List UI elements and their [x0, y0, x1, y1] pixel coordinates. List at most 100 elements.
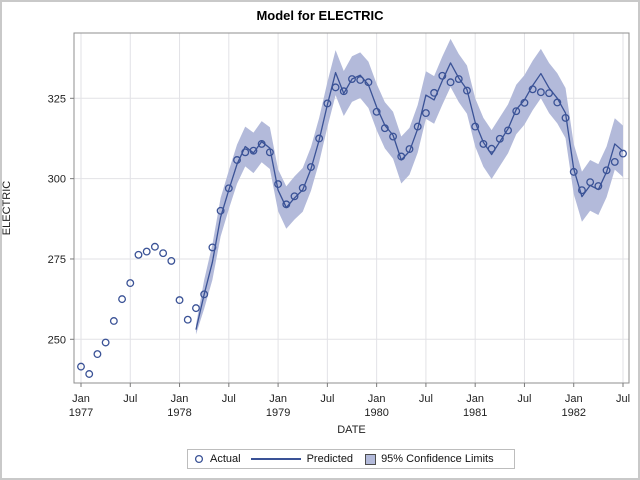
x-tick-label: Jan	[72, 393, 90, 405]
x-tick-label: Jan	[269, 393, 287, 405]
actual-data-point	[528, 85, 537, 94]
actual-data-point	[380, 124, 389, 133]
actual-data-point	[306, 163, 315, 172]
actual-data-point	[142, 247, 151, 256]
actual-data-point	[233, 156, 241, 164]
confidence-band	[195, 38, 623, 335]
actual-data-point	[331, 83, 340, 92]
x-tick-label: Jan	[368, 393, 386, 405]
x-tick-year-label: 1979	[266, 407, 290, 419]
actual-data-point	[372, 107, 381, 116]
actual-data-point	[159, 249, 168, 258]
actual-data-point	[257, 139, 266, 148]
actual-data-point	[249, 146, 258, 155]
actual-data-point	[397, 152, 406, 161]
x-tick-year-label: 1978	[167, 407, 191, 419]
legend-actual-label: Actual	[210, 453, 241, 465]
actual-data-point	[101, 338, 110, 347]
actual-data-point	[553, 98, 562, 107]
x-tick-year-label: 1982	[561, 407, 585, 419]
legend-actual-marker-icon	[194, 454, 204, 464]
actual-data-point	[438, 71, 447, 80]
actual-data-point	[282, 200, 291, 209]
actual-data-point	[265, 148, 274, 157]
x-tick-year-label: 1977	[69, 407, 93, 419]
actual-data-point	[224, 184, 233, 193]
actual-data-point	[298, 184, 307, 192]
actual-data-point	[504, 126, 512, 135]
actual-data-point	[241, 148, 250, 157]
actual-data-point	[339, 87, 348, 96]
actual-data-point	[520, 98, 529, 107]
actual-data-point	[602, 166, 611, 175]
x-tick-label: Jul	[320, 393, 334, 405]
actual-data-point	[487, 144, 496, 153]
legend: Actual Predicted 95% Confidence Limits	[187, 449, 515, 469]
actual-data-point	[167, 256, 176, 265]
x-tick-year-label: 1980	[364, 407, 388, 419]
x-tick-label: Jan	[466, 393, 484, 405]
actual-data-point	[577, 186, 586, 195]
x-tick-label: Jul	[616, 393, 630, 405]
actual-data-point	[512, 107, 521, 116]
actual-data-point	[586, 178, 595, 187]
actual-data-point	[463, 86, 471, 95]
actual-data-point	[495, 134, 504, 143]
actual-data-point	[126, 279, 135, 288]
actual-data-point	[274, 180, 283, 189]
actual-data-point	[290, 192, 299, 201]
actual-data-point	[421, 109, 430, 118]
actual-data-point	[216, 206, 225, 215]
x-tick-label: Jul	[517, 393, 531, 405]
actual-data-point	[200, 290, 209, 299]
actual-data-point	[356, 76, 365, 84]
legend-confidence-band-icon	[365, 453, 377, 465]
actual-data-point	[569, 167, 578, 176]
x-axis-title: DATE	[337, 424, 366, 436]
actual-data-point	[619, 149, 627, 158]
actual-data-point	[454, 75, 463, 83]
actual-data-point	[561, 113, 570, 122]
actual-data-point	[134, 250, 143, 259]
actual-data-point	[471, 122, 480, 131]
x-tick-year-label: 1981	[463, 407, 487, 419]
legend-predicted-label: Predicted	[306, 453, 354, 465]
actual-data-point	[446, 78, 455, 87]
actual-data-point	[77, 362, 85, 371]
legend-predicted-line-icon	[250, 458, 301, 460]
actual-data-point	[479, 139, 488, 148]
actual-data-point	[118, 295, 127, 304]
actual-data-point	[389, 132, 398, 141]
y-tick-label: 300	[48, 174, 66, 186]
x-tick-label: Jul	[222, 393, 236, 405]
actual-data-point	[348, 75, 356, 83]
actual-data-point	[364, 78, 373, 87]
actual-data-point	[545, 89, 554, 98]
plot-frame	[73, 32, 630, 384]
actual-data-point	[594, 182, 603, 190]
actual-data-point	[93, 350, 102, 359]
x-tick-label: Jan	[565, 393, 583, 405]
actual-data-point	[208, 243, 217, 252]
y-tick-label: 275	[48, 254, 66, 266]
legend-confidence-label: 95% Confidence Limits	[381, 453, 494, 465]
actual-data-point	[175, 296, 184, 305]
actual-data-point	[315, 134, 324, 143]
actual-data-point	[192, 304, 200, 313]
x-tick-label: Jul	[419, 393, 433, 405]
chart-title: Model for ELECTRIC	[256, 8, 384, 23]
actual-data-point	[536, 88, 545, 97]
y-tick-label: 325	[48, 93, 66, 105]
actual-data-point	[405, 145, 414, 154]
actual-data-point	[183, 315, 192, 324]
y-axis-title: ELECTRIC	[1, 180, 13, 236]
actual-data-point	[323, 99, 332, 108]
actual-data-point	[413, 122, 422, 131]
actual-data-point	[610, 157, 619, 166]
actual-data-point	[109, 317, 118, 325]
x-tick-label: Jan	[171, 393, 189, 405]
actual-data-point	[430, 88, 439, 97]
x-tick-label: Jul	[123, 393, 137, 405]
